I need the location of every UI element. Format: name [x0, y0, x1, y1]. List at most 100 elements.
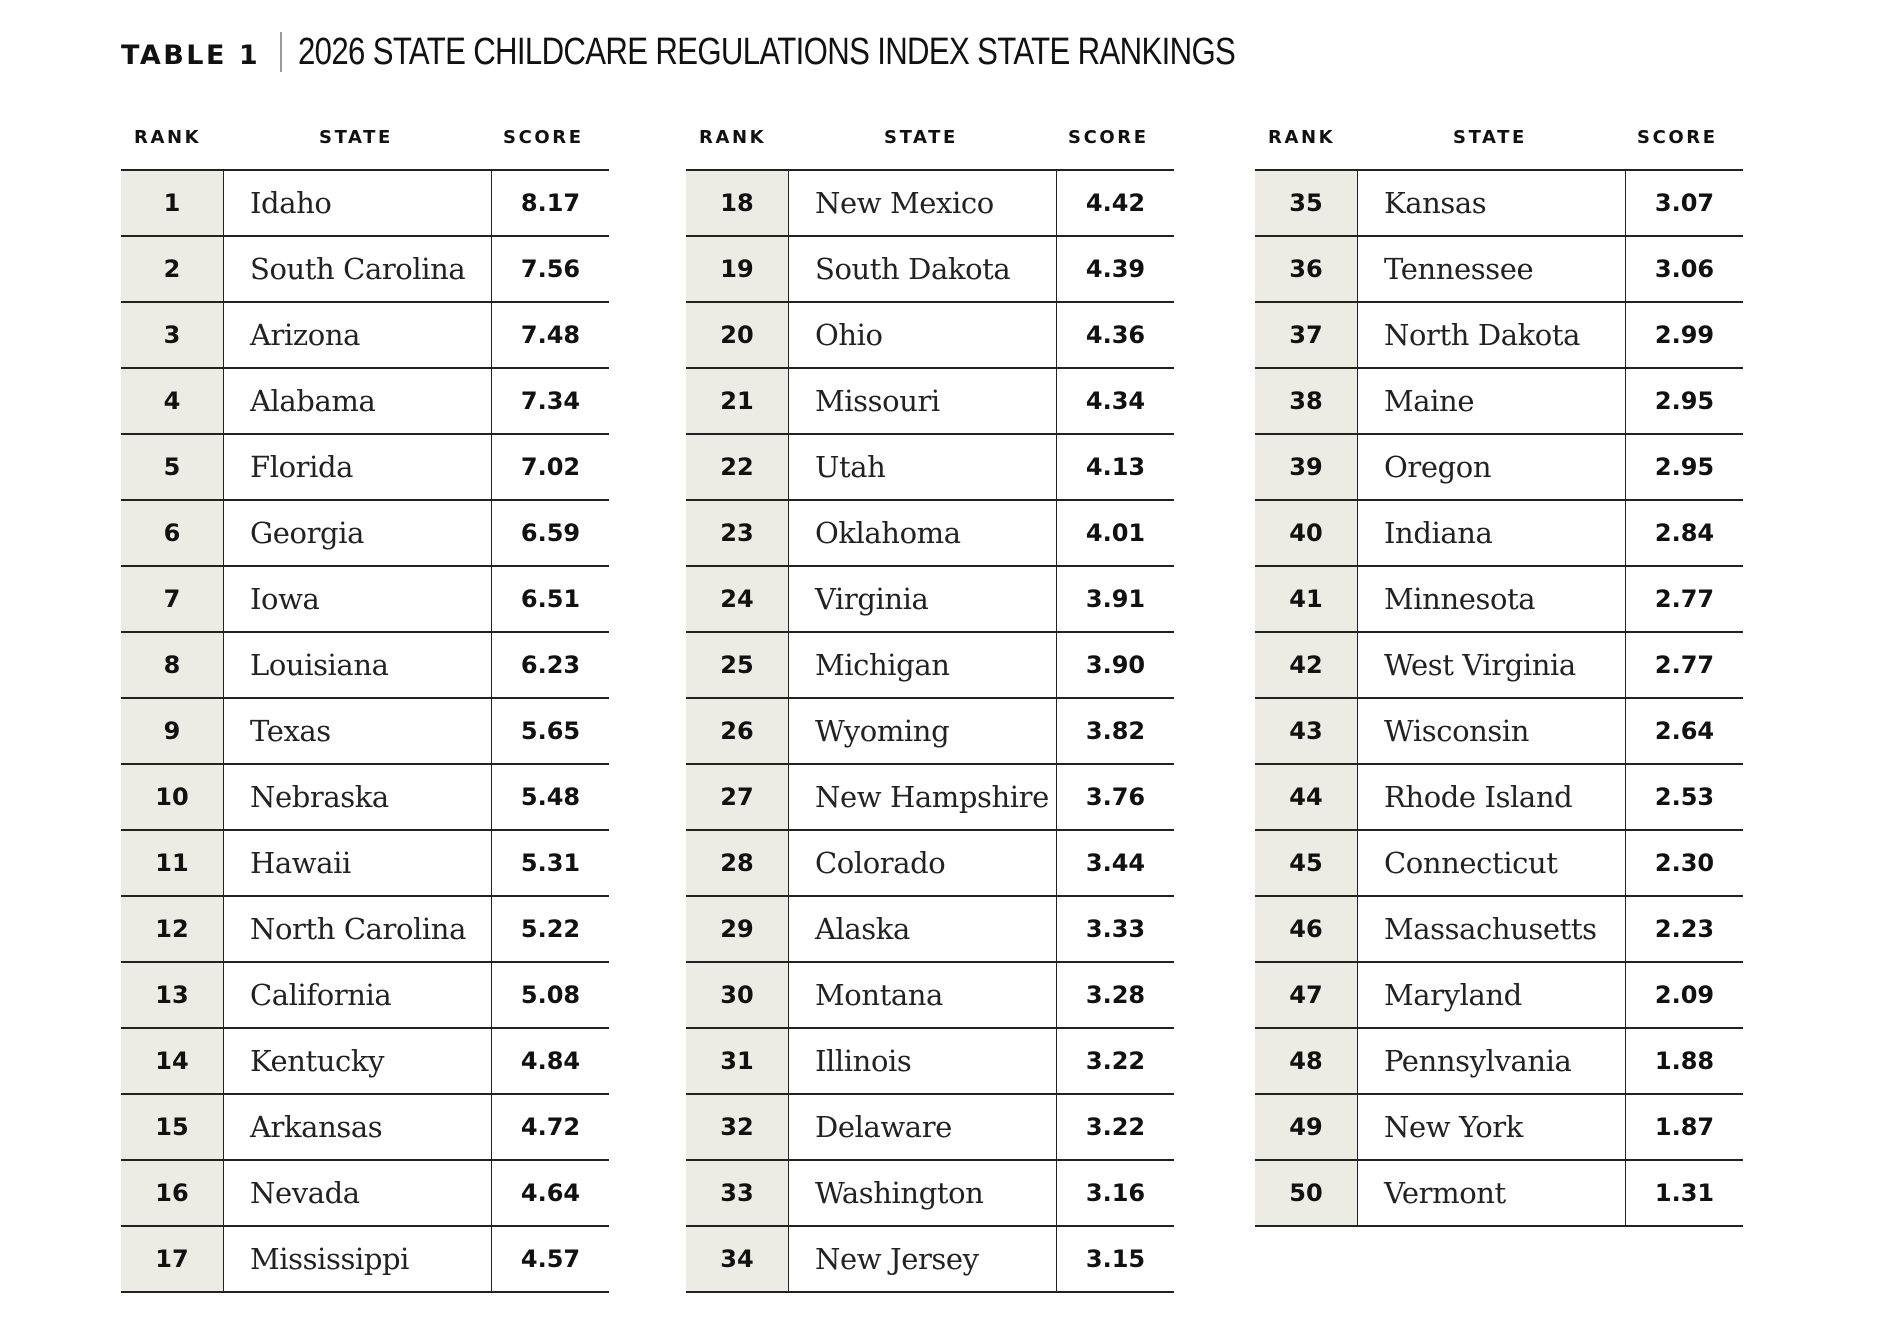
rank-header: RANK: [134, 127, 202, 148]
state-header: STATE: [884, 127, 958, 148]
rank-cell: 25: [686, 633, 789, 697]
score-cell: 2.84: [1654, 519, 1715, 547]
state-cell: New Mexico: [789, 171, 1057, 235]
rank-cell: 47: [1255, 963, 1358, 1027]
score-cell: 1.87: [1654, 1113, 1715, 1141]
state-cell: Utah: [789, 435, 1057, 499]
rank-cell: 32: [686, 1095, 789, 1159]
state-cell: Pennsylvania: [1358, 1029, 1626, 1093]
score-header: SCORE: [1068, 127, 1149, 148]
rank-cell: 15: [121, 1095, 224, 1159]
score-cell: 4.57: [520, 1245, 581, 1273]
table-row: 16 Nevada 4.64: [121, 1161, 609, 1227]
state-cell: Nebraska: [224, 765, 492, 829]
table-row: 41 Minnesota 2.77: [1255, 567, 1743, 633]
score-cell: 6.23: [520, 651, 581, 679]
score-cell: 2.23: [1654, 915, 1715, 943]
score-cell: 3.16: [1085, 1179, 1146, 1207]
table-row: 2 South Carolina 7.56: [121, 237, 609, 303]
state-cell: Maryland: [1358, 963, 1626, 1027]
state-cell: Washington: [789, 1161, 1057, 1225]
state-cell: Oklahoma: [789, 501, 1057, 565]
rank-cell: 22: [686, 435, 789, 499]
score-cell: 5.48: [520, 783, 581, 811]
score-header: SCORE: [1637, 127, 1718, 148]
state-cell: Wisconsin: [1358, 699, 1626, 763]
state-cell: Hawaii: [224, 831, 492, 895]
table-row: 26 Wyoming 3.82: [686, 699, 1174, 765]
rank-cell: 3: [121, 303, 224, 367]
score-cell: 2.99: [1654, 321, 1715, 349]
state-cell: Massachusetts: [1358, 897, 1626, 961]
state-cell: Colorado: [789, 831, 1057, 895]
score-cell: 3.07: [1654, 189, 1715, 217]
table-row: 14 Kentucky 4.84: [121, 1029, 609, 1095]
state-cell: California: [224, 963, 492, 1027]
state-cell: Minnesota: [1358, 567, 1626, 631]
score-cell: 4.72: [520, 1113, 581, 1141]
rank-cell: 27: [686, 765, 789, 829]
rank-cell: 26: [686, 699, 789, 763]
rank-cell: 39: [1255, 435, 1358, 499]
state-cell: Oregon: [1358, 435, 1626, 499]
rank-cell: 29: [686, 897, 789, 961]
rank-cell: 7: [121, 567, 224, 631]
score-cell: 2.09: [1654, 981, 1715, 1009]
column-header: RANK STATE SCORE: [686, 118, 1174, 171]
rank-cell: 42: [1255, 633, 1358, 697]
state-cell: South Carolina: [224, 237, 492, 301]
table-row: 21 Missouri 4.34: [686, 369, 1174, 435]
score-cell: 5.08: [520, 981, 581, 1009]
state-cell: New York: [1358, 1095, 1626, 1159]
state-cell: Tennessee: [1358, 237, 1626, 301]
rank-cell: 49: [1255, 1095, 1358, 1159]
table-row: 37 North Dakota 2.99: [1255, 303, 1743, 369]
score-cell: 5.31: [520, 849, 581, 877]
state-cell: Arkansas: [224, 1095, 492, 1159]
score-cell: 4.64: [520, 1179, 581, 1207]
state-header: STATE: [319, 127, 393, 148]
score-cell: 4.01: [1085, 519, 1146, 547]
table-row: 22 Utah 4.13: [686, 435, 1174, 501]
state-cell: South Dakota: [789, 237, 1057, 301]
rank-header: RANK: [1268, 127, 1336, 148]
score-cell: 6.59: [520, 519, 581, 547]
table-row: 5 Florida 7.02: [121, 435, 609, 501]
rankings-column-1: RANK STATE SCORE 1 Idaho 8.17 2 South Caroli…: [121, 118, 609, 1293]
score-cell: 3.06: [1654, 255, 1715, 283]
table-row: 33 Washington 3.16: [686, 1161, 1174, 1227]
score-cell: 2.95: [1654, 387, 1715, 415]
rank-cell: 1: [121, 171, 224, 235]
score-cell: 7.48: [520, 321, 581, 349]
score-cell: 3.15: [1085, 1245, 1146, 1273]
table-row: 28 Colorado 3.44: [686, 831, 1174, 897]
rank-cell: 16: [121, 1161, 224, 1225]
table-row: 31 Illinois 3.22: [686, 1029, 1174, 1095]
rank-cell: 17: [121, 1227, 224, 1291]
table-row: 36 Tennessee 3.06: [1255, 237, 1743, 303]
rank-cell: 35: [1255, 171, 1358, 235]
score-cell: 1.31: [1654, 1179, 1715, 1207]
score-cell: 3.91: [1085, 585, 1146, 613]
score-cell: 3.28: [1085, 981, 1146, 1009]
table-title: TABLE 1 2026 STATE CHILDCARE REGULATIONS…: [121, 30, 1441, 74]
score-cell: 1.88: [1654, 1047, 1715, 1075]
state-cell: Missouri: [789, 369, 1057, 433]
state-cell: Delaware: [789, 1095, 1057, 1159]
state-cell: Ohio: [789, 303, 1057, 367]
table-row: 11 Hawaii 5.31: [121, 831, 609, 897]
rank-cell: 45: [1255, 831, 1358, 895]
rank-cell: 4: [121, 369, 224, 433]
rank-cell: 9: [121, 699, 224, 763]
score-cell: 2.30: [1654, 849, 1715, 877]
table-row: 6 Georgia 6.59: [121, 501, 609, 567]
table-row: 10 Nebraska 5.48: [121, 765, 609, 831]
rank-cell: 20: [686, 303, 789, 367]
table-row: 45 Connecticut 2.30: [1255, 831, 1743, 897]
state-cell: Georgia: [224, 501, 492, 565]
score-cell: 3.44: [1085, 849, 1146, 877]
rank-cell: 11: [121, 831, 224, 895]
score-cell: 4.42: [1085, 189, 1146, 217]
state-cell: Maine: [1358, 369, 1626, 433]
state-cell: North Dakota: [1358, 303, 1626, 367]
